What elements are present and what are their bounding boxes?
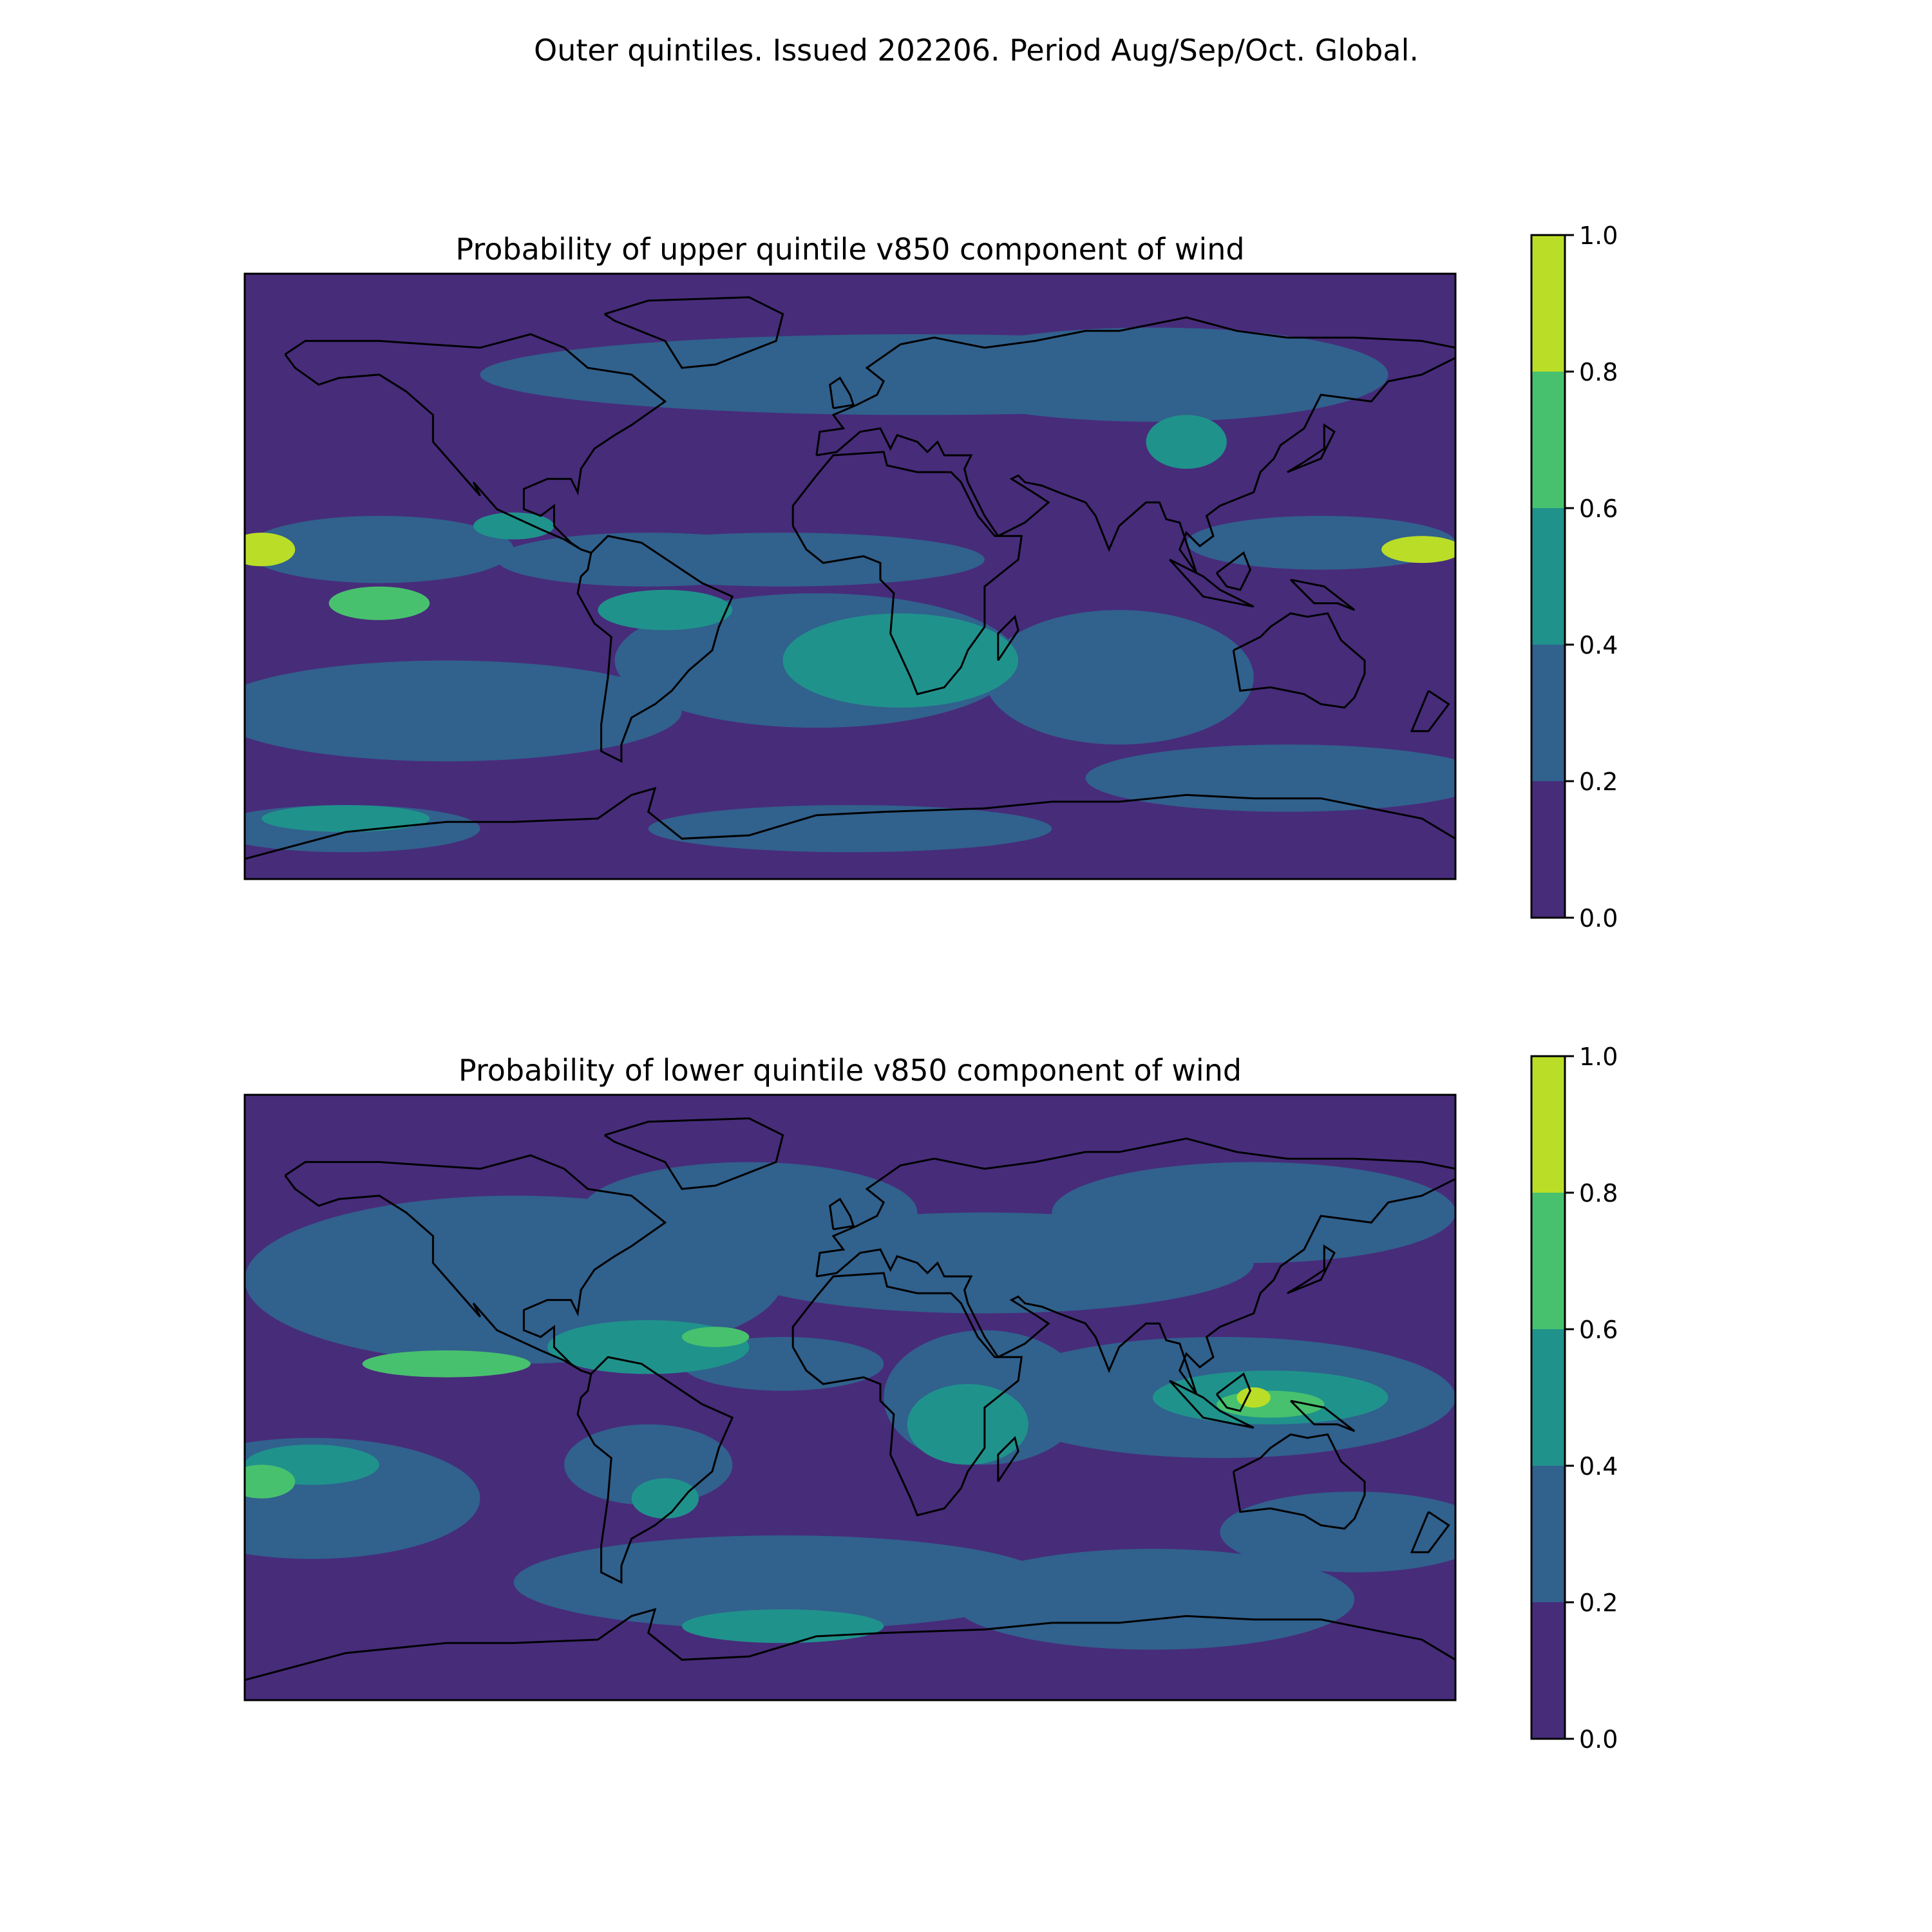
colorbar-tick-label: 0.6 <box>1579 495 1618 523</box>
colorbar-segment <box>1531 781 1565 918</box>
africa-coast <box>791 451 1023 696</box>
class-region <box>648 805 1052 853</box>
new-zealand-coast <box>1410 1511 1450 1553</box>
borneo-coast <box>1216 551 1252 591</box>
japan-coast <box>1287 423 1336 473</box>
colorbar-frame <box>1530 234 1566 919</box>
class-region <box>782 613 1019 708</box>
colorbar-tick-label: 0.8 <box>1579 1179 1618 1208</box>
class-region <box>917 327 1388 422</box>
class-region <box>261 805 430 832</box>
indonesia-coast <box>1168 1379 1255 1429</box>
class-region <box>681 1327 750 1347</box>
class-region <box>1220 1492 1455 1573</box>
figure-suptitle: Outer quintiles. Issued 202206. Period A… <box>534 33 1419 68</box>
panel-upper-quintile: Probability of upper quintile v850 compo… <box>243 232 1457 880</box>
colorbar-tick-label: 0.8 <box>1579 358 1618 386</box>
new-guinea-coast <box>1290 578 1356 611</box>
class-region <box>681 1609 884 1643</box>
class-region <box>1052 1162 1455 1264</box>
map-frame <box>243 272 1457 880</box>
class-region <box>1236 1387 1271 1408</box>
colorbar-tick-label: 0.4 <box>1579 1452 1618 1481</box>
madagascar-coast <box>997 1435 1019 1482</box>
north-america-coast <box>284 1154 667 1372</box>
class-region <box>951 1549 1355 1650</box>
uk-coast <box>829 376 855 410</box>
borneo-coast <box>1216 1372 1252 1412</box>
class-region <box>245 1464 296 1499</box>
class-region <box>598 589 733 630</box>
class-region <box>513 1535 1052 1630</box>
class-region <box>564 1424 733 1506</box>
greenland-coast <box>603 1117 784 1190</box>
class-region <box>362 1350 531 1378</box>
class-region <box>907 1384 1028 1465</box>
eurasia-coast <box>815 1137 1455 1395</box>
colorbar-segment <box>1531 508 1565 645</box>
eurasia-coast <box>815 316 1455 574</box>
colorbar-segment <box>1531 235 1565 372</box>
madagascar-coast <box>997 614 1019 661</box>
class-region <box>984 610 1254 745</box>
probability-field <box>245 1162 1455 1650</box>
greenland-coast <box>603 296 784 369</box>
panel-lower-quintile: Probability of lower quintile v850 compo… <box>243 1053 1457 1701</box>
class-region <box>245 516 514 583</box>
class-region <box>1085 744 1455 812</box>
class-region <box>328 586 430 620</box>
colorbar-upper: 0.0 0.2 0.4 0.6 0.8 1.0 <box>1530 222 1618 933</box>
class-region <box>581 533 985 587</box>
coastlines <box>245 1117 1455 1681</box>
south-america-coast <box>576 1356 734 1584</box>
antarctica-coast <box>245 786 1455 860</box>
colorbar-lower: 0.0 0.2 0.4 0.6 0.8 1.0 <box>1530 1043 1618 1754</box>
class-region <box>1381 536 1455 564</box>
colorbar-tick-label: 1.0 <box>1579 222 1618 250</box>
north-america-coast <box>284 333 667 551</box>
panel-title: Probability of upper quintile v850 compo… <box>455 232 1244 267</box>
colorbar-segment <box>1531 1602 1565 1739</box>
map-frame <box>243 1094 1457 1701</box>
coastlines <box>245 296 1455 860</box>
class-region <box>245 533 296 567</box>
new-zealand-coast <box>1410 690 1450 732</box>
colorbar-tick-label: 0.2 <box>1579 768 1618 796</box>
colorbar-tick-label: 0.0 <box>1579 904 1618 933</box>
colorbar-segment <box>1531 1329 1565 1466</box>
colorbar-tick-label: 0.4 <box>1579 631 1618 659</box>
colorbar-segment <box>1531 1466 1565 1602</box>
south-america-coast <box>576 535 734 763</box>
indonesia-coast <box>1168 558 1255 608</box>
colorbar-tick-label: 0.6 <box>1579 1316 1618 1344</box>
colorbar-segment <box>1531 645 1565 781</box>
colorbar-segment <box>1531 1193 1565 1329</box>
new-guinea-coast <box>1290 1399 1356 1432</box>
class-region <box>1146 415 1227 469</box>
uk-coast <box>829 1197 855 1231</box>
class-region <box>245 660 682 762</box>
colorbar-tick-label: 0.2 <box>1579 1589 1618 1617</box>
class-region <box>631 1478 699 1519</box>
colorbar-frame <box>1530 1055 1566 1740</box>
australia-coast <box>1232 612 1366 709</box>
map-area <box>245 1095 1455 1700</box>
colorbar-segment <box>1531 1056 1565 1193</box>
australia-coast <box>1232 1433 1366 1530</box>
colorbar-tick-label: 0.0 <box>1579 1725 1618 1754</box>
japan-coast <box>1287 1244 1336 1294</box>
colorbar-tick-label: 1.0 <box>1579 1043 1618 1071</box>
map-area <box>245 274 1455 879</box>
antarctica-coast <box>245 1607 1455 1681</box>
class-region <box>473 512 554 540</box>
colorbar-segment <box>1531 372 1565 508</box>
panel-title: Probability of lower quintile v850 compo… <box>459 1053 1242 1088</box>
africa-coast <box>791 1272 1023 1517</box>
